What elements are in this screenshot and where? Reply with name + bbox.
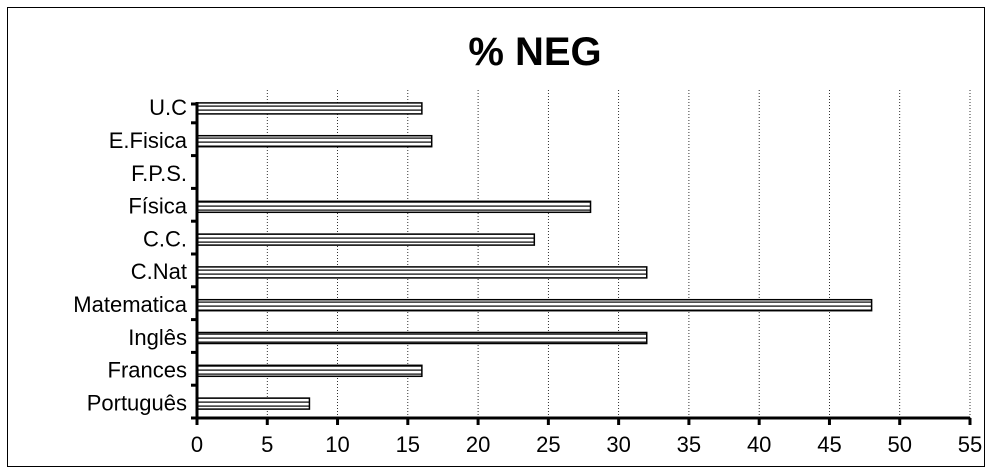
x-tick-label: 55 (958, 432, 982, 457)
y-tick-label: Frances (108, 358, 187, 383)
x-tick-label: 10 (325, 432, 349, 457)
x-tick-label: 0 (191, 432, 203, 457)
bar-2 (196, 331, 648, 345)
y-tick-label: C.Nat (131, 259, 187, 284)
bar-3 (196, 298, 873, 312)
bar-8 (196, 134, 433, 148)
bar-1 (196, 364, 423, 378)
bar-4 (196, 266, 648, 279)
x-tick-label: 35 (677, 432, 701, 457)
y-tick-label: Inglês (128, 325, 187, 350)
bar-5 (196, 233, 536, 246)
x-tick-label: 30 (606, 432, 630, 457)
bar-6 (196, 200, 592, 214)
y-tick-label: U.C (149, 95, 187, 120)
x-tick-label: 5 (261, 432, 273, 457)
y-tick-label: Português (87, 390, 187, 415)
x-tick-label: 40 (747, 432, 771, 457)
x-tick-label: 25 (536, 432, 560, 457)
y-tick-label: E.Fisica (109, 128, 188, 153)
x-tick-label: 50 (887, 432, 911, 457)
y-tick-label: Matematica (73, 292, 187, 317)
x-tick-label: 45 (817, 432, 841, 457)
y-tick-label: C.C. (143, 226, 187, 251)
x-tick-label: 15 (396, 432, 420, 457)
y-tick-label: F.P.S. (131, 161, 187, 186)
bar-0 (196, 397, 311, 410)
bar-9 (196, 102, 423, 115)
y-tick-label: Física (128, 194, 187, 219)
x-tick-label: 20 (466, 432, 490, 457)
chart-title: % NEG (468, 30, 602, 74)
